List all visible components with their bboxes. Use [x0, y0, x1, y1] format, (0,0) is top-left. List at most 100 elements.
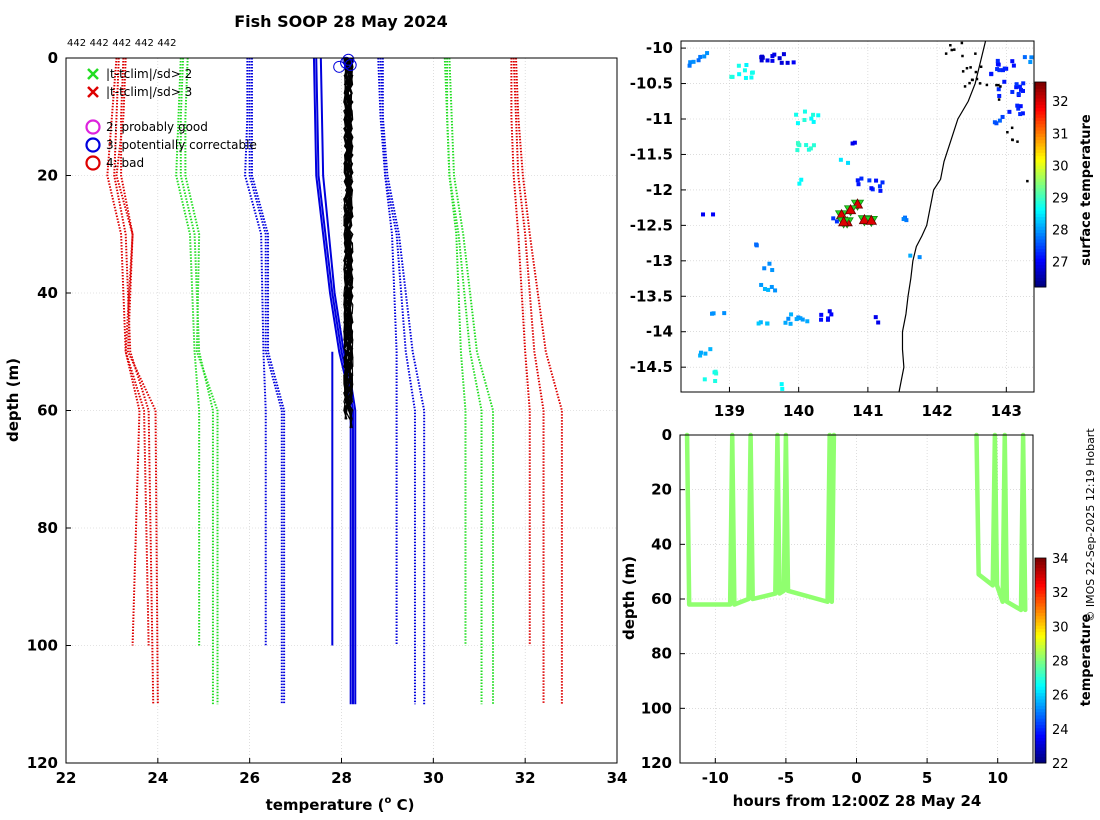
- colorbar-tick-label: 34: [1052, 552, 1069, 567]
- colorbar-segment: [1035, 120, 1046, 125]
- sst-cell: [742, 68, 747, 73]
- colorbar-segment: [1035, 264, 1046, 269]
- sst-cell: [711, 311, 716, 316]
- sst-cell: [791, 60, 796, 65]
- colorbar-segment: [1035, 631, 1046, 636]
- colorbar-segment: [1035, 666, 1046, 671]
- y-tick-label: -13.5: [630, 287, 673, 305]
- flag-circle: [344, 59, 357, 72]
- sst-cell: [779, 60, 784, 65]
- colorbar-tick-label: 31: [1052, 127, 1069, 142]
- colorbar-segment: [1035, 564, 1046, 569]
- sst-cell: [859, 176, 864, 181]
- sst-cell: [997, 93, 1002, 98]
- sst-cell: [711, 212, 716, 217]
- colorbar-segment: [1035, 203, 1046, 208]
- sst-cell: [1028, 60, 1033, 65]
- colorbar-segment: [1035, 657, 1046, 661]
- island-dot: [950, 48, 953, 52]
- x-tick-label: -5: [778, 769, 795, 787]
- colorbar-segment: [1035, 650, 1046, 655]
- sst-cell: [996, 87, 1001, 92]
- sst-cell: [995, 67, 1000, 72]
- colorbar-segment: [1035, 689, 1046, 694]
- sst-cell: [794, 112, 799, 117]
- x-tick-label: -10: [702, 769, 729, 787]
- sst-cell: [831, 216, 836, 221]
- colorbar-tick-label: 28: [1052, 223, 1069, 238]
- sst-cell: [1020, 88, 1025, 93]
- sst-cell: [688, 60, 693, 65]
- colorbar-tick-label: 22: [1052, 757, 1069, 772]
- colorbar-segment: [1035, 561, 1046, 565]
- island-dot: [961, 70, 965, 73]
- x-tick-label: 34: [607, 769, 628, 787]
- sst-cell: [767, 261, 772, 266]
- legend-label: |t-tclim|/sd> 3: [106, 85, 192, 99]
- legend-label: |t-tclim|/sd> 2: [106, 67, 192, 81]
- legend-circle-marker: [85, 119, 101, 135]
- sst-cell: [777, 56, 782, 61]
- map-grid: [681, 41, 1034, 392]
- colorbar-segment: [1035, 149, 1046, 153]
- colorbar-segment: [1035, 596, 1046, 601]
- colorbar-segment: [1035, 178, 1046, 182]
- sst-cell: [702, 377, 707, 382]
- sst-cell: [744, 62, 749, 67]
- colorbar-segment: [1035, 267, 1046, 272]
- sst-cell: [811, 112, 816, 117]
- timeseries-colorbar: 22 24 26 28 30 32 34: [1034, 552, 1069, 772]
- sst-cell: [1017, 84, 1022, 89]
- timeseries-colorbar-label: temperature: [1079, 614, 1094, 707]
- sst-cell: [846, 160, 851, 165]
- sst-cell: [989, 71, 994, 76]
- sst-cell: [758, 320, 763, 325]
- colorbar-segment: [1035, 647, 1046, 652]
- island-dot: [997, 83, 1000, 87]
- colorbar-segment: [1035, 737, 1046, 742]
- timeseries-y-axis-label: depth (m): [620, 556, 638, 640]
- colorbar-segment: [1035, 567, 1046, 572]
- colorbar-segment: [1035, 718, 1046, 722]
- colorbar-segment: [1035, 210, 1046, 214]
- sst-cell: [1016, 91, 1021, 96]
- sst-cell: [786, 316, 791, 321]
- profile-count-label: 442: [90, 38, 109, 49]
- colorbar-segment: [1035, 219, 1046, 224]
- sst-cell: [722, 311, 727, 316]
- sst-cell: [760, 55, 765, 60]
- sst-cell: [795, 121, 800, 126]
- sst-cell: [743, 75, 748, 80]
- colorbar-segment: [1035, 711, 1046, 716]
- sst-cell: [1029, 55, 1034, 60]
- sst-cell: [770, 268, 775, 273]
- y-tick-label: -11.5: [630, 145, 673, 163]
- colorbar-tick-label: 29: [1052, 191, 1069, 206]
- y-tick-label: 120: [641, 754, 672, 772]
- climatology-line: [184, 57, 219, 705]
- colorbar-segment: [1035, 274, 1046, 278]
- sst-cell: [769, 284, 774, 289]
- colorbar-segment: [1035, 117, 1046, 121]
- colorbar-segment: [1035, 242, 1046, 246]
- colorbar-segment: [1035, 146, 1046, 150]
- sst-cell: [1010, 59, 1015, 64]
- sst-cell: [826, 316, 831, 321]
- sst-cell: [797, 181, 802, 186]
- sst-cell: [691, 59, 696, 64]
- colorbar-tick-label: 27: [1052, 255, 1069, 270]
- sst-cell: [819, 317, 824, 322]
- sst-cell: [781, 52, 786, 57]
- colorbar-segment: [1035, 590, 1046, 594]
- colorbar-segment: [1035, 660, 1046, 665]
- climatology-line: [443, 57, 483, 705]
- colorbar-tick-label: 32: [1052, 586, 1069, 601]
- sst-cell: [737, 72, 742, 77]
- sst-cell: [802, 109, 807, 114]
- colorbar-segment: [1035, 644, 1046, 649]
- profile-count-label: 442: [135, 38, 154, 49]
- timeseries-line: [684, 432, 1028, 613]
- colorbar-segment: [1035, 743, 1046, 748]
- sst-cell: [876, 320, 881, 325]
- climatology-line: [446, 58, 467, 646]
